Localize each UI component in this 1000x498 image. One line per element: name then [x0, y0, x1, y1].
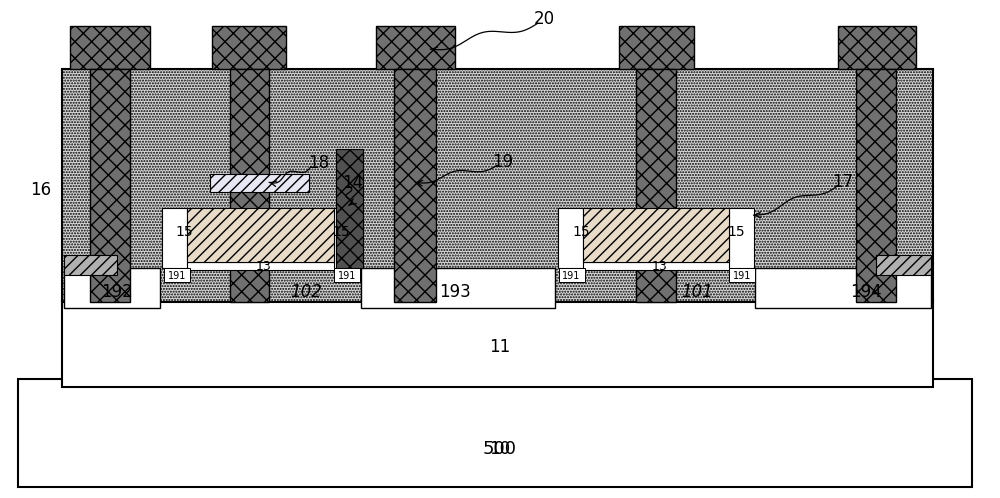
Text: 13: 13: [255, 260, 271, 273]
Bar: [376, 26, 455, 69]
Text: 15: 15: [728, 225, 745, 239]
Text: 191: 191: [338, 271, 356, 281]
Text: 15: 15: [332, 225, 350, 239]
Bar: [334, 268, 360, 282]
Text: 18: 18: [308, 154, 330, 172]
Bar: [729, 268, 755, 282]
Bar: [62, 300, 933, 387]
Bar: [334, 208, 359, 268]
Bar: [64, 255, 117, 275]
Bar: [558, 208, 583, 268]
Bar: [856, 69, 896, 302]
Bar: [619, 26, 694, 69]
Text: 191: 191: [732, 271, 751, 281]
Bar: [180, 262, 351, 270]
Text: 17: 17: [833, 173, 854, 191]
Text: 13: 13: [651, 260, 667, 273]
Bar: [336, 148, 363, 268]
Bar: [361, 268, 555, 308]
Bar: [636, 69, 676, 302]
Bar: [70, 26, 150, 69]
Text: 193: 193: [439, 283, 471, 301]
Text: 192: 192: [101, 283, 133, 301]
Text: 15: 15: [573, 225, 590, 239]
Text: 194: 194: [850, 283, 882, 301]
Text: 102: 102: [290, 283, 322, 301]
Text: 500: 500: [483, 440, 517, 458]
Bar: [62, 69, 933, 302]
Bar: [559, 268, 585, 282]
Text: 14: 14: [342, 174, 363, 192]
Bar: [729, 208, 754, 268]
Bar: [577, 262, 751, 270]
Bar: [838, 26, 916, 69]
Text: 15: 15: [175, 225, 193, 239]
Bar: [90, 69, 130, 302]
Bar: [876, 255, 931, 275]
Text: 16: 16: [30, 181, 51, 199]
Text: 19: 19: [492, 153, 514, 171]
Bar: [162, 208, 187, 268]
Text: 191: 191: [562, 271, 581, 281]
Text: 191: 191: [168, 271, 186, 281]
Bar: [210, 174, 309, 192]
Bar: [394, 69, 436, 302]
Text: 20: 20: [534, 10, 555, 28]
Bar: [164, 268, 190, 282]
Text: 101: 101: [681, 283, 713, 301]
Bar: [64, 268, 160, 308]
Bar: [18, 379, 972, 487]
Bar: [212, 26, 286, 69]
Bar: [583, 208, 729, 262]
Text: 11: 11: [489, 339, 511, 357]
Bar: [230, 69, 269, 302]
Bar: [755, 268, 931, 308]
Bar: [187, 208, 334, 262]
Text: 10: 10: [489, 440, 511, 458]
